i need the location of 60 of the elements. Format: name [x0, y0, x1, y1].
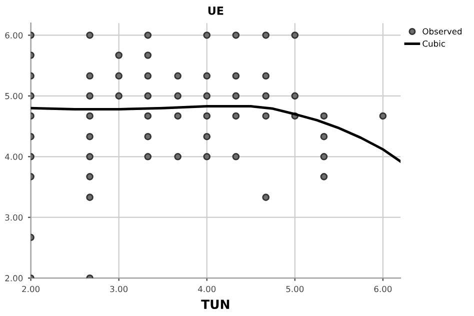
point: [291, 32, 299, 39]
point: [232, 92, 240, 100]
point: [232, 72, 240, 80]
point: [203, 153, 211, 160]
point: [144, 92, 152, 100]
y-tick-label: 6.00: [5, 32, 23, 38]
point: [86, 72, 94, 80]
point: [144, 153, 152, 160]
point: [174, 72, 182, 80]
point: [320, 153, 328, 160]
legend-label: Cubic: [422, 40, 445, 47]
point: [144, 112, 152, 120]
point: [232, 112, 240, 120]
point: [115, 92, 122, 100]
point: [379, 112, 387, 120]
point: [144, 132, 152, 140]
point: [262, 32, 270, 39]
point: [174, 112, 182, 120]
point: [203, 132, 211, 140]
x-tick-label: 4.00: [198, 286, 216, 292]
point: [232, 32, 240, 39]
point: [262, 194, 270, 201]
point: [144, 72, 152, 80]
point: [203, 32, 211, 39]
point: [144, 52, 152, 59]
point: [291, 92, 299, 100]
y-tick-label: 5.00: [5, 92, 23, 100]
point: [86, 32, 94, 39]
y-tick-label: 2.00: [5, 275, 23, 282]
point: [320, 173, 328, 180]
point: [262, 72, 270, 80]
point: [203, 92, 211, 100]
y-tick-label: 4.00: [5, 154, 23, 160]
point: [232, 153, 240, 160]
x-tick-label: 6.00: [374, 286, 392, 292]
chart-title: UE: [208, 6, 224, 15]
point: [320, 132, 328, 140]
point: [262, 92, 270, 100]
point: [86, 194, 94, 201]
point: [86, 153, 94, 160]
point: [115, 72, 122, 80]
legend-label: Observed: [422, 28, 462, 35]
point: [86, 132, 94, 140]
point: [320, 112, 328, 120]
line-series: [30, 105, 401, 163]
point: [86, 92, 94, 100]
point: [86, 173, 94, 180]
point: [174, 92, 182, 100]
x-tick-label: 5.00: [286, 286, 304, 292]
x-tick-label: 2.00: [22, 286, 40, 292]
point: [203, 112, 211, 120]
point: [174, 153, 182, 160]
x-tick-label: 3.00: [110, 286, 128, 292]
point: [262, 112, 270, 120]
x-axis-title: TUN: [201, 300, 230, 310]
point: [86, 112, 94, 120]
point: [144, 32, 152, 39]
y-tick-label: 3.00: [5, 214, 23, 221]
point: [203, 72, 211, 80]
point: [115, 52, 122, 59]
